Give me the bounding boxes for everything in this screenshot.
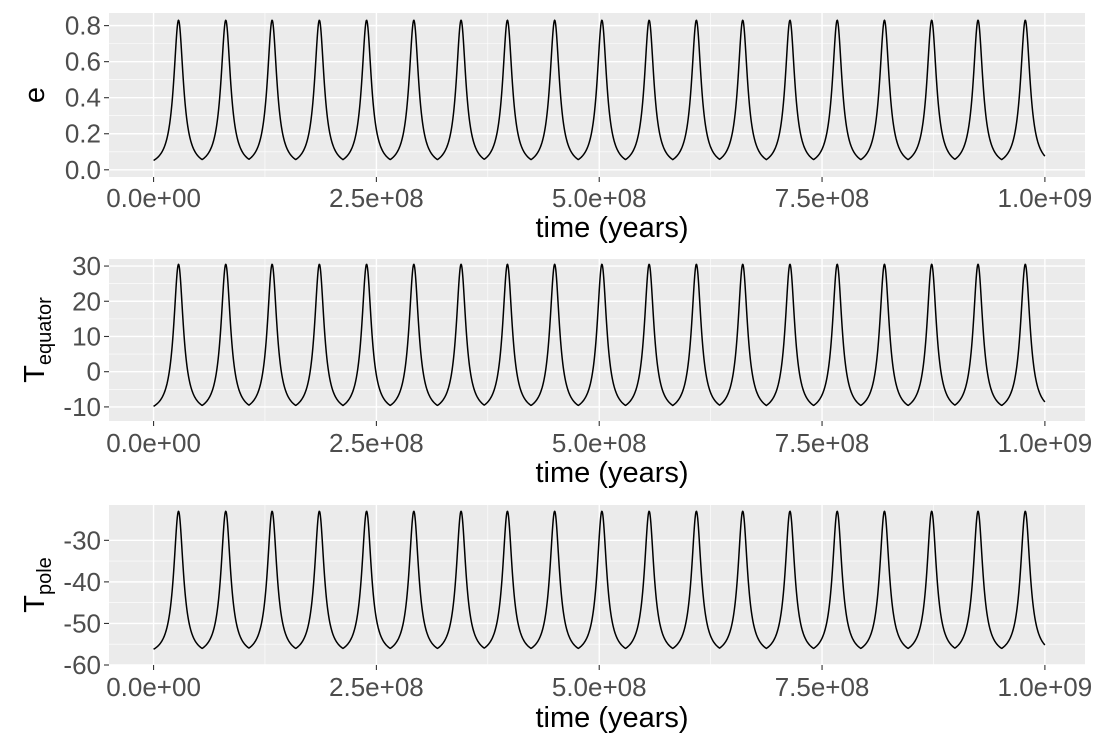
series-line-e (153, 19, 1046, 162)
x-tick-label: 2.5e+08 (329, 428, 424, 458)
y-tick-label: 0.8 (65, 11, 101, 41)
y-tick-label: -50 (63, 608, 101, 638)
x-tick-label: 1.0e+09 (998, 672, 1093, 702)
x-tick-label: 7.5e+08 (775, 672, 870, 702)
panel-t-pole: -60 -50 -40 -30 0.0e+00 2.5e+08 5.0e+08 7.5e+08… (19, 505, 1092, 734)
series-line-t-pole (153, 510, 1046, 650)
panel-background (109, 13, 1085, 177)
x-axis-title: time (years) (535, 212, 688, 244)
y-tick-label: -60 (63, 650, 101, 680)
y-axis-title-subscript: pole (34, 557, 56, 595)
y-tick-label: -10 (63, 392, 101, 422)
y-axis-title: Tpole (19, 557, 56, 613)
y-axis-title: e (19, 87, 51, 103)
y-axis-title-main: T (19, 595, 51, 613)
y-tick-label: 0.0 (65, 155, 101, 185)
x-tick-label: 5.0e+08 (552, 672, 647, 702)
y-tick-label: 0.6 (65, 47, 101, 77)
x-tick-label: 5.0e+08 (552, 183, 647, 213)
y-tick-label: 0.4 (65, 83, 101, 113)
x-tick-label: 5.0e+08 (552, 428, 647, 458)
x-tick-label: 1.0e+09 (998, 183, 1093, 213)
x-tick-label: 1.0e+09 (998, 428, 1093, 458)
x-tick-label: 7.5e+08 (775, 183, 870, 213)
y-tick-label: -40 (63, 567, 101, 597)
x-tick-label: 2.5e+08 (329, 183, 424, 213)
y-tick-label: 30 (72, 251, 101, 281)
x-axis-title: time (years) (535, 457, 688, 489)
y-tick-label: -30 (63, 525, 101, 555)
x-axis-title: time (years) (535, 702, 688, 734)
panel-t-equator: -10 0 10 20 30 0.0e+00 2.5e+08 5.0e+08 7.5e+08 1.… (19, 251, 1092, 489)
y-tick-label: 0 (87, 357, 101, 387)
x-tick-label: 0.0e+00 (106, 428, 201, 458)
y-axis-title-subscript: equator (34, 297, 56, 365)
panel-e: 0.0 0.2 0.4 0.6 0.8 0.0e+00 2.5e+08 5.0e+08 7.5e… (19, 11, 1092, 244)
x-tick-label: 2.5e+08 (329, 672, 424, 702)
y-tick-label: 0.2 (65, 119, 101, 149)
y-axis-title-main: e (19, 87, 51, 103)
panel-background (109, 505, 1085, 665)
y-tick-label: 10 (72, 321, 101, 351)
x-tick-label: 7.5e+08 (775, 428, 870, 458)
y-axis-title-main: T (19, 365, 51, 383)
y-tick-label: 20 (72, 286, 101, 316)
panel-background (109, 259, 1085, 421)
y-axis-title: Tequator (19, 297, 56, 383)
x-tick-label: 0.0e+00 (106, 183, 201, 213)
x-tick-label: 0.0e+00 (106, 672, 201, 702)
series-line-t-equator (153, 263, 1046, 407)
